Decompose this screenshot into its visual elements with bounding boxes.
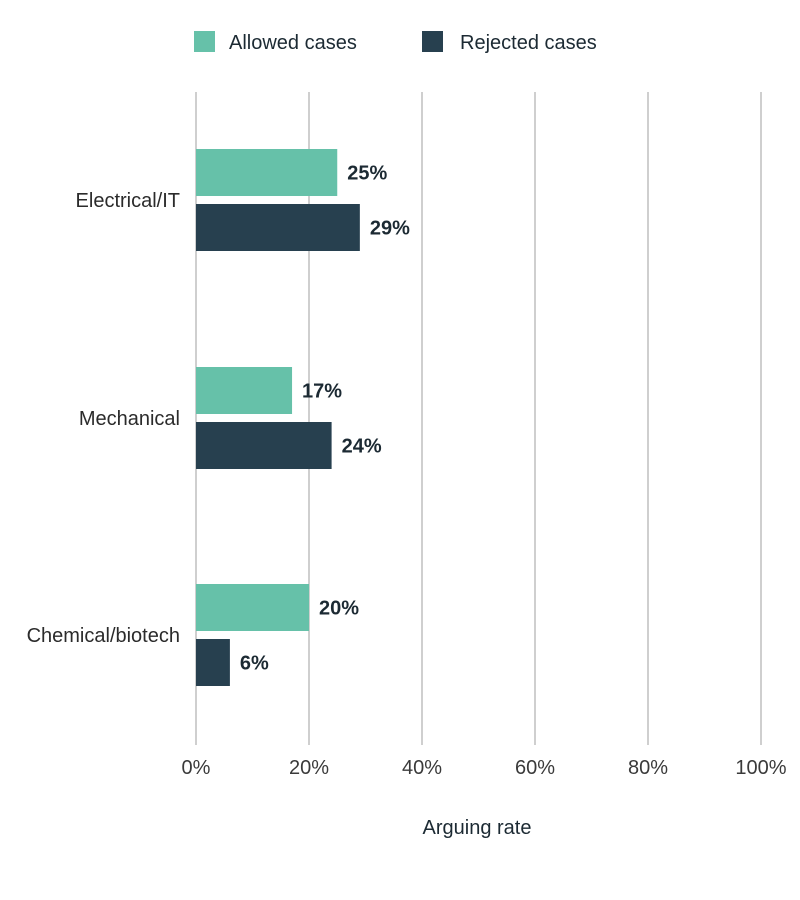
data-label: 29% (370, 218, 410, 240)
x-tick-label: 80% (628, 757, 668, 779)
legend-swatch-allowed (194, 31, 215, 52)
legend-label-allowed: Allowed cases (229, 32, 357, 54)
bar-allowed (196, 149, 338, 196)
data-label: 25% (347, 163, 387, 185)
x-tick-label: 40% (402, 757, 442, 779)
x-tick-label: 60% (515, 757, 555, 779)
bar-rejected (196, 422, 332, 469)
gridlines (195, 92, 762, 745)
category-label: Mechanical (79, 408, 180, 430)
legend-label-rejected: Rejected cases (460, 32, 597, 54)
legend: Allowed cases Rejected cases (194, 31, 597, 54)
value-labels: 25% 29% 17% 24% 20% 6% (240, 163, 410, 675)
x-tick-label: 100% (735, 757, 786, 779)
bar-rejected (196, 204, 360, 251)
x-axis-title: Arguing rate (423, 817, 532, 839)
data-label: 6% (240, 653, 269, 675)
bars (196, 149, 360, 686)
data-label: 24% (342, 436, 382, 458)
bar-allowed (196, 367, 293, 414)
x-tick-label: 20% (289, 757, 329, 779)
x-tick-label: 0% (182, 757, 211, 779)
bar-rejected (196, 639, 230, 686)
legend-swatch-rejected (422, 31, 443, 52)
bar-allowed (196, 584, 309, 631)
category-label: Chemical/biotech (27, 625, 180, 647)
data-label: 17% (302, 381, 342, 403)
category-labels: Electrical/IT Mechanical Chemical/biotech (27, 190, 180, 647)
data-label: 20% (319, 598, 359, 620)
category-label: Electrical/IT (76, 190, 180, 212)
x-tick-labels: 0% 20% 40% 60% 80% 100% (182, 757, 787, 779)
